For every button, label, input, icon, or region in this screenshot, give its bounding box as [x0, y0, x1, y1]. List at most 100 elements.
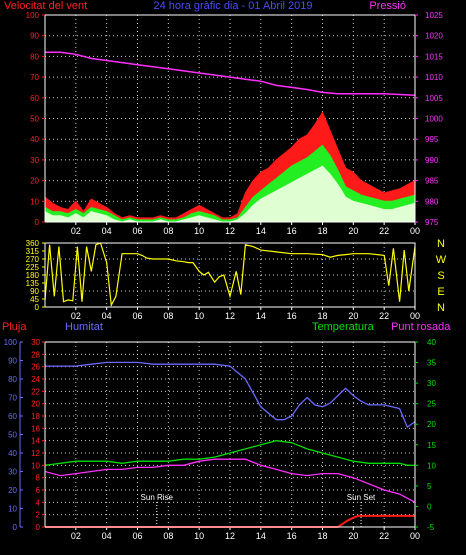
rain-ytick-label: 2 — [36, 511, 41, 520]
wind-xtick-label: 08 — [163, 226, 173, 236]
dir-xtick-label: 14 — [256, 311, 266, 321]
th-xtick-label: 04 — [102, 531, 112, 541]
dew-point-line — [44, 458, 416, 503]
temp-ytick-label: 10 — [427, 461, 436, 470]
compass-label: W — [436, 254, 447, 266]
rain-ytick-label: 6 — [36, 486, 41, 495]
wind-xtick-label: 22 — [379, 226, 389, 236]
rain-ytick-label: 0 — [36, 523, 41, 532]
th-xtick-label: 12 — [225, 531, 235, 541]
humidity-ytick-label: 90 — [8, 357, 17, 366]
temp-ytick-label: 0 — [427, 502, 432, 511]
th-xtick-label: 16 — [287, 531, 297, 541]
humidity-ytick-label: 60 — [8, 412, 17, 421]
wind-ytick-label: 90 — [30, 32, 39, 41]
dew-point-label: Punt rosada — [391, 321, 451, 333]
humidity-ytick-label: 50 — [8, 431, 17, 440]
dir-ytick-label: 0 — [35, 303, 40, 312]
dir-ytick-label: 225 — [26, 263, 40, 272]
wind-xtick-label: 20 — [348, 226, 358, 236]
pressure-ytick-label: 985 — [425, 177, 439, 186]
humidity-ytick-label: 30 — [8, 468, 17, 477]
wind-ytick-label: 10 — [30, 197, 39, 206]
pressure-ytick-label: 1010 — [425, 73, 443, 82]
dir-xtick-label: 02 — [71, 311, 81, 321]
dir-ytick-label: 135 — [26, 279, 40, 288]
compass-label: N — [437, 238, 445, 250]
wind-ytick-label: 20 — [30, 177, 39, 186]
wind-xtick-label: 10 — [194, 226, 204, 236]
pressure-ytick-label: 995 — [425, 135, 439, 144]
wind-direction-line — [44, 242, 416, 308]
wind-area — [44, 165, 416, 223]
th-xtick-label: 10 — [194, 531, 204, 541]
pressure-ytick-label: 980 — [425, 197, 439, 206]
humidity-ytick-label: 0 — [13, 523, 18, 532]
compass-label: E — [437, 286, 444, 298]
wind-xtick-label: 06 — [132, 226, 142, 236]
humidity-ytick-label: 20 — [8, 486, 17, 495]
humidity-line — [45, 361, 416, 429]
th-xtick-label: 08 — [163, 531, 173, 541]
temp-ytick-label: 40 — [427, 338, 436, 347]
pressure-line — [45, 51, 416, 97]
th-xtick-label: 22 — [379, 531, 389, 541]
chart-title: 24 hora gràfic dia - 01 Abril 2019 — [154, 0, 313, 12]
wind-ytick-label: 30 — [30, 156, 39, 165]
temp-ytick-label: 30 — [427, 379, 436, 388]
dir-xtick-label: 06 — [132, 311, 142, 321]
dir-ytick-label: 270 — [26, 255, 40, 264]
wind-ytick-label: 40 — [30, 135, 39, 144]
humidity-ytick-label: 10 — [8, 505, 17, 514]
pressure-ytick-label: 1020 — [425, 32, 443, 41]
temperature-line — [44, 440, 415, 466]
humidity-ytick-label: 70 — [8, 394, 17, 403]
rain-ytick-label: 22 — [31, 387, 40, 396]
rain-line — [45, 514, 415, 528]
wind-xtick-label: 04 — [102, 226, 112, 236]
humidity-ytick-label: 100 — [4, 338, 18, 347]
rain-ytick-label: 10 — [31, 461, 40, 470]
th-xtick-label: 00 — [410, 531, 420, 541]
rain-ytick-label: 16 — [31, 424, 40, 433]
rain-ytick-label: 12 — [31, 449, 40, 458]
rain-ytick-label: 18 — [31, 412, 40, 421]
wind-ytick-label: 50 — [30, 115, 39, 124]
th-xtick-label: 14 — [256, 531, 266, 541]
th-xtick-label: 18 — [317, 531, 327, 541]
temp-ytick-label: 15 — [427, 441, 436, 450]
dir-xtick-label: 18 — [317, 311, 327, 321]
pressure-label: Pressió — [369, 0, 406, 12]
wind-xtick-label: 14 — [256, 226, 266, 236]
sunrise-label: Sun Rise — [141, 493, 174, 502]
wind-pressure-panel: 02 04 06 08 10 12 14 16 18 20 22 000102030405060708… — [26, 11, 444, 236]
th-xtick-label: 06 — [132, 531, 142, 541]
humidity-ytick-label: 40 — [8, 449, 17, 458]
th-xtick-label: 20 — [348, 531, 358, 541]
sunset-label: Sun Set — [347, 493, 376, 502]
dir-ytick-label: 360 — [26, 239, 40, 248]
wind-ytick-label: 60 — [30, 94, 39, 103]
pressure-ytick-label: 975 — [425, 218, 439, 227]
wind-ytick-label: 100 — [26, 11, 40, 20]
rain-label: Pluja — [2, 321, 27, 333]
wind-xtick-label: 18 — [317, 226, 327, 236]
temp-ytick-label: -5 — [427, 523, 435, 532]
wind-direction-panel: 02 04 06 08 10 12 14 16 18 20 22 000459013518022527… — [26, 238, 447, 321]
temp-ytick-label: 5 — [427, 482, 432, 491]
wind-ytick-label: 0 — [35, 218, 40, 227]
wind-ytick-label: 70 — [30, 73, 39, 82]
rain-ytick-label: 28 — [31, 350, 40, 359]
pressure-ytick-label: 1005 — [425, 94, 443, 103]
th-frame — [44, 341, 416, 528]
dir-ytick-label: 180 — [26, 271, 40, 280]
dir-ytick-label: 90 — [30, 287, 39, 296]
wind-xtick-label: 02 — [71, 226, 81, 236]
dir-xtick-label: 22 — [379, 311, 389, 321]
rain-ytick-label: 20 — [31, 400, 40, 409]
temp-ytick-label: 35 — [427, 359, 436, 368]
compass-label: N — [437, 302, 445, 314]
rain-ytick-label: 30 — [31, 338, 40, 347]
